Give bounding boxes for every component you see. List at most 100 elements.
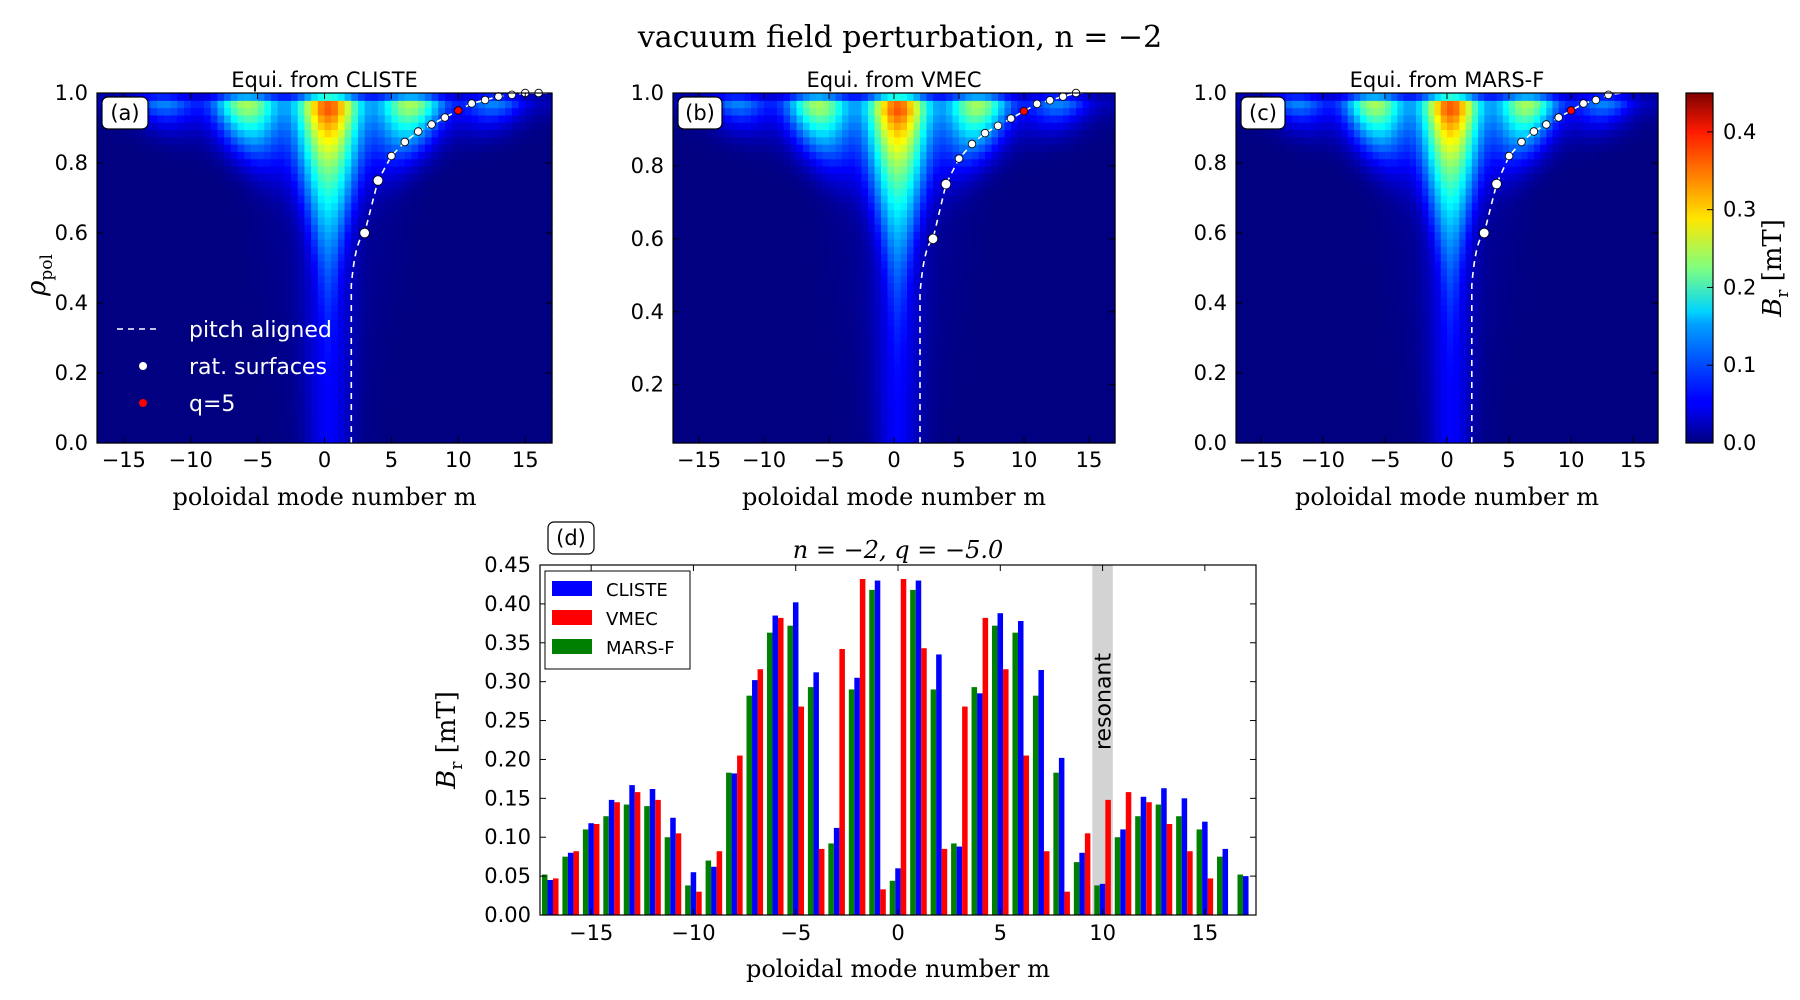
heatmap-cell [331,319,339,327]
heatmap-cell [803,114,811,123]
heatmap-cell [344,326,352,335]
heatmap-cell [777,107,785,116]
heatmap-cell [848,151,856,160]
heatmap-cell [731,165,739,174]
heatmap-cell [424,238,433,247]
heatmap-cell [491,246,500,255]
heatmap-cell [237,348,245,357]
heatmap-cell [357,216,366,225]
heatmap-cell [103,216,111,225]
heatmap-cell [224,333,232,342]
heatmap-cell [471,304,479,313]
heatmap-cell [130,428,138,437]
heatmap-cell [378,151,386,160]
heatmap-cell [297,377,306,386]
heatmap-cell [874,129,882,138]
heatmap-cell [538,333,546,342]
heatmap-cell [311,370,319,378]
heatmap-cell [157,122,165,131]
heatmap-cell [757,384,765,393]
heatmap-cell [835,355,843,364]
heatmap-cell [718,370,726,378]
heatmap-cell [163,173,172,182]
heatmap-cell [117,399,125,408]
heatmap-cell [770,355,778,364]
heatmap-cell [829,144,837,152]
heatmap-cell [777,282,785,291]
heatmap-cell [874,406,882,415]
heatmap-cell [783,311,791,320]
heatmap-cell [364,93,372,101]
heatmap-cell [163,282,172,291]
heatmap-cell [751,158,759,167]
heatmap-cell [384,275,393,284]
heatmap-cell [371,340,379,349]
heatmap-cell [204,428,212,437]
heatmap-cell [110,391,118,400]
heatmap-cell [686,355,694,364]
heatmap-cell [311,231,319,240]
heatmap-cell [297,114,306,123]
heatmap-cell [835,224,843,233]
heatmap-cell [712,180,720,189]
heatmap-cell [451,399,459,408]
heatmap-cell [163,355,172,364]
heatmap-cell [224,348,232,357]
heatmap-cell [297,275,306,284]
heatmap-cell [835,216,843,225]
heatmap-cell [531,370,540,378]
heatmap-cell [861,216,869,225]
heatmap-cell [257,326,265,335]
heatmap-cell [829,165,837,174]
heatmap-cell [250,370,259,378]
heatmap-cell [177,93,185,101]
heatmap-cell [137,151,145,160]
heatmap-cell [438,391,446,400]
heatmap-cell [498,282,506,291]
heatmap-cell [304,268,312,276]
heatmap-cell [868,151,876,160]
heatmap-cell [384,195,393,203]
heatmap-cell [478,289,486,298]
heatmap-cell [809,224,817,233]
heatmap-cell [337,151,346,160]
heatmap-cell [190,319,198,327]
heatmap-cell [881,114,889,123]
heatmap-cell [364,428,372,437]
heatmap-cell [257,114,265,123]
heatmap-cell [764,151,772,160]
heatmap-cell [130,209,138,218]
heatmap-cell [217,268,225,276]
heatmap-cell [822,399,830,408]
heatmap-cell [230,136,239,145]
heatmap-cell [311,391,319,400]
heatmap-cell [861,260,869,269]
heatmap-cell [110,275,118,284]
heatmap-cell [357,224,366,233]
x-tick-label: 10 [445,448,472,472]
heatmap-cell [777,216,785,225]
heatmap-cell [505,297,513,306]
heatmap-cell [97,304,105,313]
heatmap-cell [545,122,553,131]
heatmap-cell [744,333,752,342]
heatmap-cell [505,428,513,437]
heatmap-cell [861,165,869,174]
heatmap-cell [699,144,707,152]
heatmap-cell [391,435,399,444]
heatmap-cell [384,253,393,262]
heatmap-cell [712,355,720,364]
heatmap-cell [705,406,713,415]
heatmap-cell [783,180,791,189]
heatmap-cell [431,165,439,174]
heatmap-cell [311,297,319,306]
heatmap-cell [344,428,352,437]
heatmap-cell [123,136,132,145]
heatmap-cell [783,340,791,349]
heatmap-cell [692,180,700,189]
heatmap-cell [673,355,681,364]
heatmap-cell [351,340,359,349]
heatmap-cell [796,158,804,167]
heatmap-cell [796,311,804,320]
heatmap-cell [894,282,902,291]
